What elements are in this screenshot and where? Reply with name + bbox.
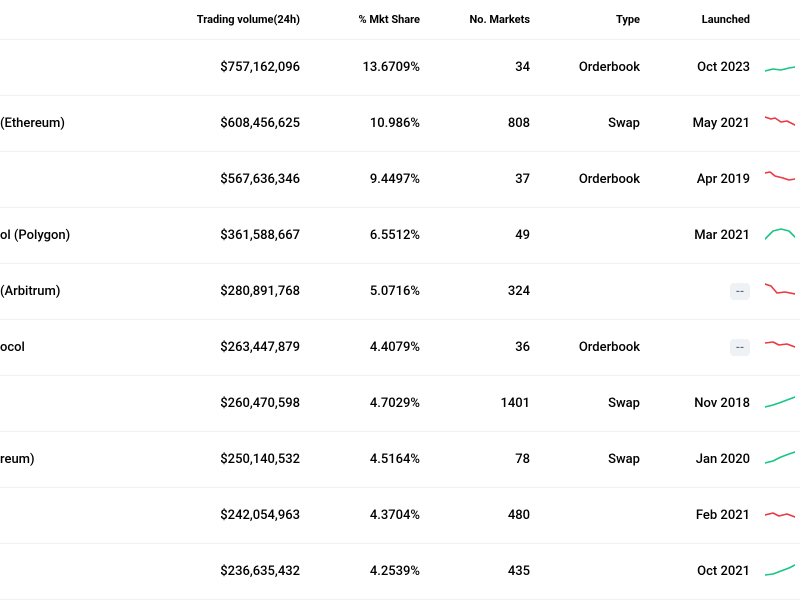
table-row[interactable]: (Arbitrum)$280,891,7685.0716%324 --	[0, 264, 800, 320]
table-row[interactable]: $567,636,3469.4497%37OrderbookApr 2019	[0, 152, 800, 208]
sparkline-cell	[760, 281, 800, 303]
table-row[interactable]: $757,162,09613.6709%34OrderbookOct 2023	[0, 40, 800, 96]
trading-volume: $280,891,768	[110, 284, 320, 299]
table-row[interactable]: ol (Polygon)$361,588,6676.5512%49 Mar 202…	[0, 208, 800, 264]
num-markets: 78	[440, 452, 550, 467]
launched-date: --	[660, 339, 760, 356]
exchange-table: Trading volume(24h) % Mkt Share No. Mark…	[0, 0, 800, 600]
market-share: 4.5164%	[320, 452, 440, 467]
exchange-type: Swap	[550, 396, 660, 411]
launched-date: Mar 2021	[660, 228, 760, 243]
header-launched[interactable]: Launched	[660, 13, 760, 26]
trading-volume: $567,636,346	[110, 172, 320, 187]
num-markets: 1401	[440, 396, 550, 411]
trading-volume: $263,447,879	[110, 340, 320, 355]
num-markets: 49	[440, 228, 550, 243]
trading-volume: $608,456,625	[110, 116, 320, 131]
exchange-name[interactable]: reum)	[0, 452, 110, 467]
sparkline-icon	[765, 393, 795, 411]
sparkline-cell	[760, 449, 800, 471]
sparkline-icon	[765, 57, 795, 75]
table-row[interactable]: (Ethereum)$608,456,62510.986%808SwapMay …	[0, 96, 800, 152]
exchange-type: Orderbook	[550, 172, 660, 187]
market-share: 6.5512%	[320, 228, 440, 243]
exchange-name[interactable]: (Arbitrum)	[0, 284, 110, 299]
launched-date: Nov 2018	[660, 396, 760, 411]
num-markets: 36	[440, 340, 550, 355]
sparkline-cell	[760, 505, 800, 527]
table-row[interactable]: $260,470,5984.7029%1401SwapNov 2018	[0, 376, 800, 432]
exchange-type: Swap	[550, 452, 660, 467]
sparkline-cell	[760, 169, 800, 191]
no-data-badge: --	[730, 283, 750, 300]
sparkline-icon	[765, 505, 795, 523]
trading-volume: $236,635,432	[110, 564, 320, 579]
market-share: 13.6709%	[320, 60, 440, 75]
market-share: 10.986%	[320, 116, 440, 131]
sparkline-icon	[765, 113, 795, 131]
sparkline-icon	[765, 281, 795, 299]
sparkline-icon	[765, 225, 795, 243]
exchange-name[interactable]: (Ethereum)	[0, 116, 110, 131]
exchange-name[interactable]: ocol	[0, 340, 110, 355]
market-share: 4.7029%	[320, 396, 440, 411]
trading-volume: $250,140,532	[110, 452, 320, 467]
trading-volume: $361,588,667	[110, 228, 320, 243]
exchange-type: Orderbook	[550, 340, 660, 355]
table-row[interactable]: ocol$263,447,8794.4079%36Orderbook --	[0, 320, 800, 376]
header-volume[interactable]: Trading volume(24h)	[110, 13, 320, 26]
num-markets: 435	[440, 564, 550, 579]
market-share: 5.0716%	[320, 284, 440, 299]
launched-date: Oct 2021	[660, 564, 760, 579]
sparkline-cell	[760, 393, 800, 415]
num-markets: 808	[440, 116, 550, 131]
header-markets[interactable]: No. Markets	[440, 13, 550, 26]
num-markets: 34	[440, 60, 550, 75]
exchange-type: Swap	[550, 116, 660, 131]
launched-date: May 2021	[660, 116, 760, 131]
table-body: $757,162,09613.6709%34OrderbookOct 2023 …	[0, 40, 800, 600]
launched-date: Apr 2019	[660, 172, 760, 187]
launched-date: --	[660, 283, 760, 300]
sparkline-cell	[760, 337, 800, 359]
trading-volume: $757,162,096	[110, 60, 320, 75]
num-markets: 480	[440, 508, 550, 523]
trading-volume: $260,470,598	[110, 396, 320, 411]
no-data-badge: --	[730, 339, 750, 356]
sparkline-icon	[765, 337, 795, 355]
sparkline-icon	[765, 449, 795, 467]
table-header-row: Trading volume(24h) % Mkt Share No. Mark…	[0, 0, 800, 40]
table-row[interactable]: reum)$250,140,5324.5164%78SwapJan 2020	[0, 432, 800, 488]
launched-date: Jan 2020	[660, 452, 760, 467]
sparkline-icon	[765, 561, 795, 579]
market-share: 4.3704%	[320, 508, 440, 523]
market-share: 4.4079%	[320, 340, 440, 355]
sparkline-cell	[760, 113, 800, 135]
sparkline-cell	[760, 225, 800, 247]
market-share: 9.4497%	[320, 172, 440, 187]
header-share[interactable]: % Mkt Share	[320, 13, 440, 26]
exchange-type: Orderbook	[550, 60, 660, 75]
num-markets: 324	[440, 284, 550, 299]
sparkline-icon	[765, 169, 795, 187]
launched-date: Feb 2021	[660, 508, 760, 523]
sparkline-cell	[760, 57, 800, 79]
launched-date: Oct 2023	[660, 60, 760, 75]
market-share: 4.2539%	[320, 564, 440, 579]
header-type[interactable]: Type	[550, 13, 660, 26]
trading-volume: $242,054,963	[110, 508, 320, 523]
table-row[interactable]: $236,635,4324.2539%435 Oct 2021	[0, 544, 800, 600]
sparkline-cell	[760, 561, 800, 583]
num-markets: 37	[440, 172, 550, 187]
table-row[interactable]: $242,054,9634.3704%480 Feb 2021	[0, 488, 800, 544]
exchange-name[interactable]: ol (Polygon)	[0, 228, 110, 243]
